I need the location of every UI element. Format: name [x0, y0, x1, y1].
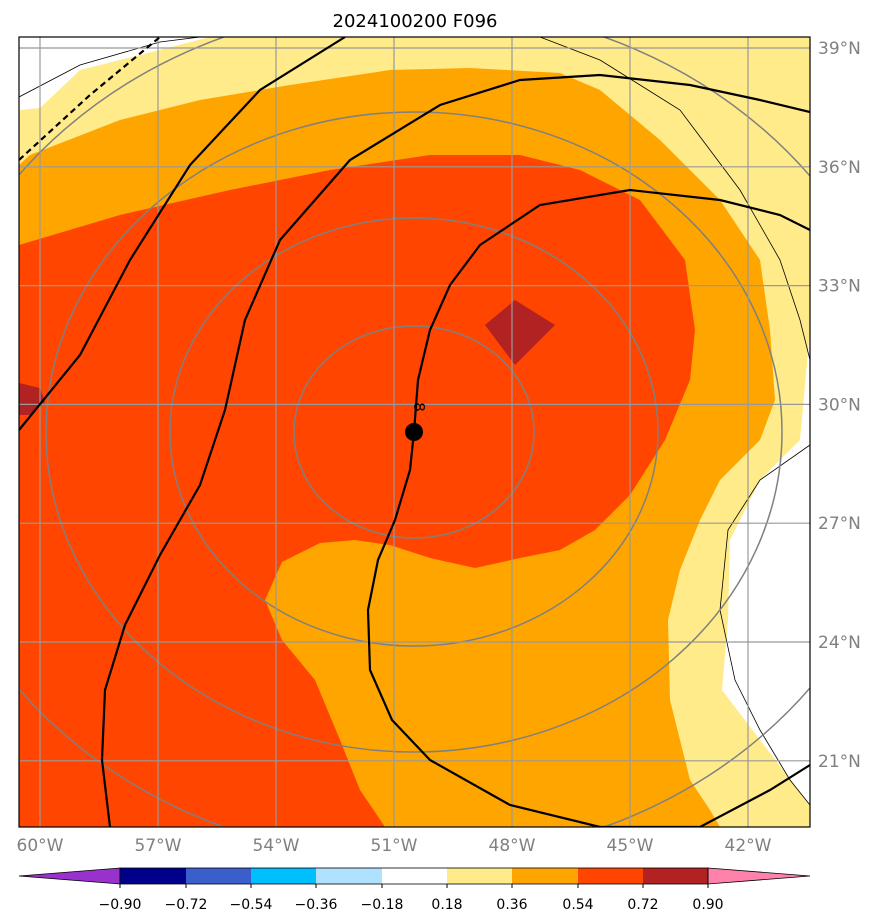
coastline [19, 37, 201, 98]
contour-line-3 [412, 188, 810, 433]
colorbar [18, 867, 811, 885]
longitude-tick-label: 51°W [371, 836, 418, 856]
colorbar-tick-label: 0.54 [562, 897, 593, 913]
colorbar-segment [643, 868, 708, 884]
longitude-tick-label: 60°W [17, 836, 64, 856]
colorbar-tick-label: −0.36 [295, 897, 338, 913]
latitude-tick-label: 36°N [818, 158, 861, 178]
longitude-tick-label: 57°W [135, 836, 182, 856]
colorbar-segment [578, 868, 643, 884]
longitude-tick-label: 48°W [489, 836, 536, 856]
latitude-tick-label: 39°N [818, 39, 861, 59]
colorbar-tick-label: −0.18 [361, 897, 404, 913]
contour-lines [19, 37, 810, 827]
latitude-tick-label: 30°N [818, 395, 861, 415]
colorbar-labels: −0.90 −0.72 −0.54 −0.36 −0.18 0.18 0.36 0.54 0.7… [99, 884, 724, 913]
coastline-south [719, 444, 810, 806]
latitude-labels: 39°N 36°N 33°N 30°N 27°N 24°N 21°N [818, 39, 861, 772]
graticule [19, 37, 810, 827]
colorbar-tick-label: 0.18 [431, 897, 462, 913]
longitude-tick-label: 42°W [725, 836, 772, 856]
colorbar-segment [512, 868, 578, 884]
colorbar-tick-label: 0.36 [496, 897, 527, 913]
longitude-tick-label: 54°W [253, 836, 300, 856]
fill-dark-red [485, 300, 555, 365]
colorbar-tick-label: 0.72 [627, 897, 658, 913]
colorbar-segment [316, 868, 382, 884]
chart-title: 2024100200 F096 [333, 11, 498, 32]
coastline-east [539, 37, 810, 361]
contour-line-4 [366, 431, 810, 827]
colorbar-segment [447, 868, 512, 884]
center-marker [405, 423, 423, 441]
range-circles [19, 37, 810, 827]
map-area: 8 [19, 37, 810, 827]
contour-label: 8 [410, 402, 428, 412]
contour-line-2 [100, 73, 810, 827]
latitude-tick-label: 24°N [818, 633, 861, 653]
colorbar-outline [119, 867, 709, 885]
map-frame [18, 36, 811, 828]
longitude-tick-label: 45°W [607, 836, 654, 856]
latitude-tick-label: 21°N [818, 752, 861, 772]
latitude-tick-label: 33°N [818, 277, 861, 297]
contour-line-1 [19, 37, 346, 431]
colorbar-extend-high [707, 867, 811, 885]
colorbar-tick-label: −0.54 [230, 897, 273, 913]
colorbar-segment [186, 868, 251, 884]
colorbar-segment [382, 868, 447, 884]
longitude-labels: 60°W 57°W 54°W 51°W 48°W 45°W 42°W [17, 836, 772, 856]
latitude-tick-label: 27°N [818, 514, 861, 534]
colorbar-segment [120, 868, 186, 884]
colorbar-tick-label: −0.72 [165, 897, 208, 913]
dashed-contour [19, 37, 161, 161]
colorbar-segment [251, 868, 316, 884]
colorbar-tick-label: 0.90 [692, 897, 723, 913]
colorbar-extend-low [18, 867, 121, 885]
colorbar-tick-label: −0.90 [99, 897, 142, 913]
